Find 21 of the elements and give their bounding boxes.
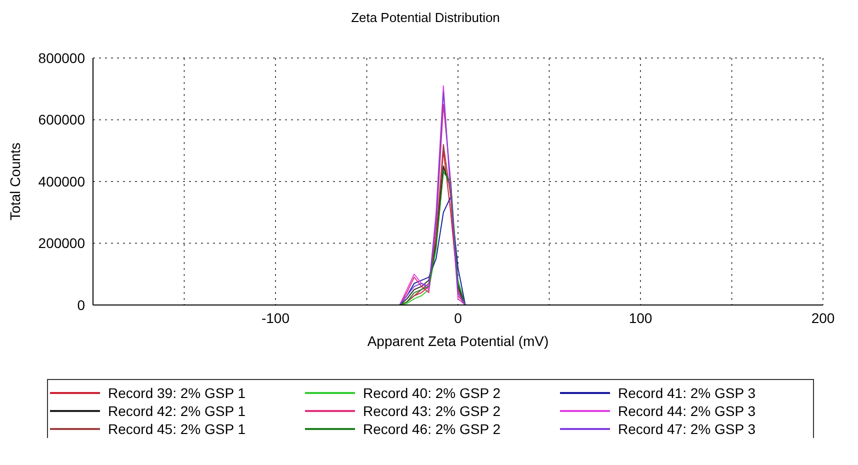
x-tick-label: 100: [628, 310, 652, 326]
y-axis-title: Total Counts: [6, 142, 23, 220]
legend-label: Record 39: 2% GSP 1: [108, 385, 246, 401]
legend-label: Record 46: 2% GSP 2: [363, 421, 500, 437]
chart-title: Zeta Potential Distribution: [350, 9, 501, 27]
legend-label: Record 45: 2% GSP 1: [108, 421, 246, 437]
y-tick-label: 400000: [38, 173, 86, 190]
y-tick-label: 0: [77, 296, 86, 313]
x-axis-title: Apparent Zeta Potential (mV): [367, 333, 549, 349]
y-tick-label: 200000: [38, 235, 86, 252]
y-tick-label: 800000: [38, 50, 86, 66]
legend-label: Record 43: 2% GSP 2: [363, 403, 500, 419]
legend-label: Record 44: 2% GSP 3: [618, 403, 756, 419]
legend-label: Record 47: 2% GSP 3: [618, 421, 756, 437]
legend-label: Record 42: 2% GSP 1: [108, 403, 246, 419]
y-tick-label: 600000: [38, 112, 86, 128]
x-tick-label: 0: [454, 310, 462, 326]
legend-label: Record 40: 2% GSP 2: [363, 385, 500, 401]
x-tick-label: 200: [811, 310, 835, 326]
x-tick-label: -100: [261, 310, 290, 326]
legend-label: Record 41: 2% GSP 3: [618, 385, 756, 401]
